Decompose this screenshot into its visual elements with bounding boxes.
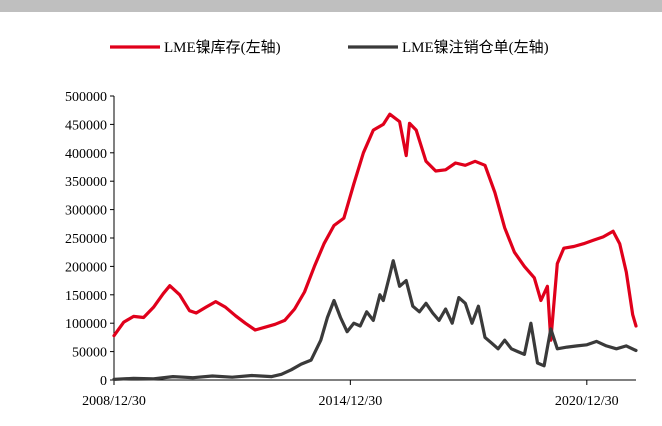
x-tick-label: 2020/12/30 [555,394,619,409]
legend: LME镍库存(左轴) LME镍注销仓单(左轴) [110,38,549,56]
series-layer [112,112,638,381]
y-tick-label: 0 [100,374,107,389]
y-tick-label: 50000 [72,346,107,361]
y-tick-label: 500000 [65,90,107,105]
series-line-inventory [112,112,638,342]
x-tick-label: 2008/12/30 [82,394,146,409]
legend-label: LME镍注销仓单(左轴) [402,38,549,56]
legend-label: LME镍库存(左轴) [164,38,281,56]
y-tick-label: 250000 [65,232,107,247]
y-tick-label: 100000 [65,317,107,332]
x-tick-label: 2014/12/30 [318,394,382,409]
top-divider-bar [0,0,662,12]
series-line-cancelled-warrants [112,259,638,381]
x-axis: 2008/12/30 2014/12/30 2020/12/30 [82,379,636,409]
y-tick-label: 300000 [65,204,107,219]
y-tick-label: 200000 [65,260,107,275]
y-tick-label: 400000 [65,147,107,162]
y-axis: 0 50000 100000 150000 200000 250000 300000 3500… [65,90,115,389]
y-tick-label: 150000 [65,289,107,304]
y-tick-label: 350000 [65,175,107,190]
y-tick-label: 450000 [65,118,107,133]
